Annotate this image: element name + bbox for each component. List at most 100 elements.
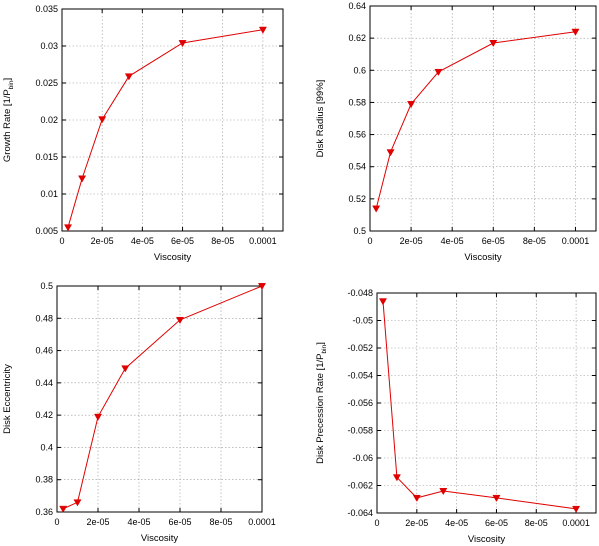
y-axis-label-main: Disk Precession Rate [1/P — [315, 353, 326, 463]
y-tick-label: -0.056 — [347, 398, 373, 408]
series-line — [67, 29, 263, 228]
y-axis-label: Disk Eccentricity — [2, 364, 13, 434]
plot-frame — [61, 8, 284, 232]
data-point-marker — [492, 494, 501, 502]
y-tick-label: 0.02 — [40, 115, 58, 125]
data-point-marker — [258, 26, 267, 34]
y-tick-label: 0.62 — [348, 33, 366, 43]
y-tick-label: -0.062 — [347, 481, 373, 491]
y-tick-label: -0.05 — [352, 316, 373, 326]
y-tick-label: 0.38 — [35, 475, 53, 485]
chart-panel-4: 0 2e-05 4e-05 6e-05 8e-05 0.0001 -0.064 -0.062 -… — [315, 288, 597, 545]
y-axis-label-suffix: ] — [2, 78, 13, 81]
y-tick-label: 0.36 — [35, 507, 53, 517]
y-tick-label: 0.01 — [40, 189, 58, 199]
x-tick-label: 0 — [367, 236, 372, 246]
data-point-marker — [59, 505, 68, 513]
x-tick-label: 6e-05 — [171, 236, 194, 246]
y-tick-label: 0.4 — [40, 442, 53, 452]
x-tick-label: 6e-05 — [168, 517, 191, 527]
x-axis-label: Viscosity — [468, 534, 506, 545]
y-axis-label: Disk Precession Rate [1/Pbin] — [315, 342, 328, 464]
x-tick-label: 0.0001 — [249, 236, 277, 246]
y-tick-label: 0.58 — [348, 97, 366, 107]
y-tick-label: 0.42 — [35, 410, 53, 420]
y-tick-label: -0.048 — [347, 288, 373, 298]
data-point-marker — [63, 224, 73, 232]
x-axis-label: Viscosity — [141, 533, 179, 544]
y-axis-label-suffix: ] — [315, 342, 326, 345]
y-axis-label: Growth Rate [1/Pbin] — [2, 78, 15, 162]
chart-panel-3: 0 2e-05 4e-05 6e-05 8e-05 0.0001 0.36 0.38 0.4 0.… — [2, 281, 276, 544]
data-point-marker — [178, 40, 187, 48]
y-tick-label: 0.48 — [35, 313, 53, 323]
x-tick-label: 8e-05 — [209, 517, 232, 527]
data-point-marker — [378, 298, 388, 306]
x-tick-label: 8e-05 — [211, 236, 234, 246]
data-point-marker — [572, 505, 581, 513]
y-axis-label-main: Growth Rate [1/P — [2, 89, 13, 162]
plot-frame — [56, 285, 263, 513]
data-point-marker — [392, 474, 401, 482]
y-tick-label: -0.052 — [347, 343, 373, 353]
x-tick-label: 2e-05 — [91, 236, 114, 246]
y-tick-label: -0.058 — [347, 426, 373, 436]
data-point-marker — [439, 488, 448, 496]
y-axis-label-main: Disk Eccentricity — [2, 364, 13, 434]
data-point-marker — [73, 499, 82, 507]
x-tick-label: 6e-05 — [485, 518, 508, 528]
y-tick-label: 0.015 — [35, 152, 58, 162]
y-tick-label: 0.64 — [348, 1, 366, 11]
y-axis-label-main: Disk Radius [99%] — [315, 80, 326, 158]
series-line — [382, 301, 577, 510]
x-tick-label: 0 — [59, 236, 64, 246]
x-tick-label: 4e-05 — [127, 517, 150, 527]
x-axis-label: Viscosity — [464, 252, 502, 263]
y-tick-label: 0.035 — [35, 4, 58, 14]
x-tick-label: 2e-05 — [400, 236, 423, 246]
y-tick-label: -0.064 — [347, 508, 373, 518]
series-line — [375, 31, 576, 209]
x-tick-label: 4e-05 — [445, 518, 468, 528]
data-point-marker — [412, 494, 421, 502]
data-point-marker — [257, 283, 267, 291]
data-point-marker — [93, 413, 103, 421]
x-tick-label: 4e-05 — [441, 236, 464, 246]
y-tick-label: 0.5 — [353, 226, 366, 236]
data-point-marker — [121, 365, 130, 373]
y-tick-label: 0.56 — [348, 130, 366, 140]
data-point-marker — [434, 68, 443, 76]
x-tick-label: 6e-05 — [482, 236, 505, 246]
data-point-marker — [124, 73, 133, 81]
y-tick-label: -0.054 — [347, 371, 373, 381]
y-tick-label: 0.025 — [35, 78, 58, 88]
y-tick-label: 0.03 — [40, 41, 58, 51]
x-tick-label: 2e-05 — [405, 518, 428, 528]
y-tick-label: 0.005 — [35, 226, 58, 236]
x-tick-label: 0 — [54, 517, 59, 527]
y-axis-label-subscript: bin — [8, 80, 15, 89]
data-point-marker — [407, 101, 416, 109]
series-line — [62, 285, 263, 510]
chart-panel-2: 0 2e-05 4e-05 6e-05 8e-05 0.0001 0.5 0.52 0.54 0.… — [315, 1, 597, 263]
data-point-marker — [78, 175, 87, 183]
plot-frame — [369, 5, 597, 232]
y-tick-label: 0.46 — [35, 346, 53, 356]
x-tick-label: 0.0001 — [562, 236, 590, 246]
data-point-marker — [386, 149, 395, 157]
x-tick-label: 0.0001 — [562, 518, 590, 528]
y-tick-label: -0.06 — [352, 453, 373, 463]
y-axis-label-subscript: bin — [321, 344, 328, 353]
data-point-marker — [489, 40, 498, 48]
x-tick-label: 8e-05 — [525, 518, 548, 528]
y-tick-label: 0.5 — [40, 281, 53, 291]
x-tick-label: 0 — [374, 518, 379, 528]
y-tick-label: 0.6 — [353, 65, 366, 75]
x-tick-label: 2e-05 — [86, 517, 109, 527]
y-axis-label: Disk Radius [99%] — [315, 80, 326, 158]
y-tick-label: 0.54 — [348, 162, 366, 172]
x-tick-label: 0.0001 — [248, 517, 276, 527]
data-point-marker — [98, 116, 107, 124]
x-tick-label: 8e-05 — [523, 236, 546, 246]
